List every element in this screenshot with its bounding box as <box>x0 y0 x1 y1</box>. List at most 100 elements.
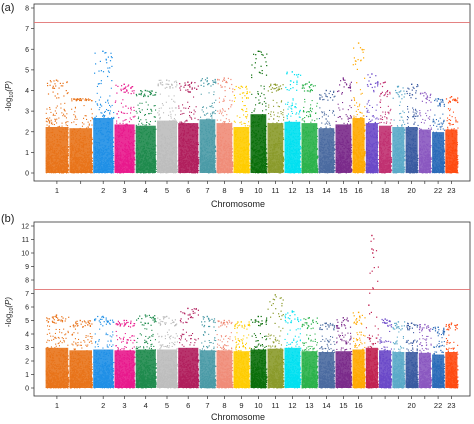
snp-point <box>132 86 133 87</box>
snp-point <box>185 108 186 109</box>
snp-point <box>46 121 47 122</box>
snp-point <box>147 109 148 110</box>
snp-point <box>113 166 114 167</box>
snp-point <box>49 107 50 108</box>
snp-point <box>101 83 102 84</box>
snp-point <box>133 107 134 108</box>
snp-point <box>194 118 195 119</box>
snp-point <box>215 113 216 114</box>
snp-point <box>185 90 186 91</box>
snp-point <box>178 108 179 109</box>
snp-point <box>120 123 121 124</box>
snp-point <box>108 103 109 104</box>
snp-point <box>109 113 110 114</box>
snp-point <box>120 89 121 90</box>
snp-point <box>97 105 98 106</box>
snp-point <box>62 85 63 86</box>
snp-point <box>116 93 117 94</box>
snp-point <box>66 90 67 91</box>
snp-point <box>170 111 171 112</box>
snp-point <box>67 93 68 94</box>
snp-dense-band <box>136 126 156 173</box>
snp-point <box>207 113 208 114</box>
snp-point <box>159 108 160 109</box>
snp-point <box>61 112 62 113</box>
snp-point <box>106 62 107 63</box>
snp-point <box>47 125 48 126</box>
snp-point <box>121 112 122 113</box>
snp-point <box>198 86 199 87</box>
snp-point <box>213 94 214 95</box>
snp-point <box>101 70 102 71</box>
snp-point <box>56 113 57 114</box>
snp-point <box>195 111 196 112</box>
snp-point <box>101 80 102 81</box>
snp-point <box>223 99 224 100</box>
snp-point <box>183 113 184 114</box>
snp-point <box>189 106 190 107</box>
snp-point <box>189 112 190 113</box>
snp-dense-band <box>93 118 113 173</box>
snp-point <box>211 115 212 116</box>
snp-point <box>150 121 151 122</box>
snp-point <box>174 102 175 103</box>
snp-point <box>49 126 50 127</box>
snp-point <box>228 108 229 109</box>
snp-point <box>73 114 74 115</box>
snp-point <box>211 118 212 119</box>
snp-point <box>148 104 149 105</box>
snp-point <box>130 112 131 113</box>
snp-point <box>142 124 143 125</box>
snp-point <box>88 122 89 123</box>
snp-point <box>133 90 134 91</box>
snp-point <box>127 86 128 87</box>
snp-point <box>96 116 97 117</box>
snp-point <box>142 103 143 104</box>
snp-point <box>223 101 224 102</box>
snp-point <box>48 93 49 94</box>
snp-point <box>138 117 139 118</box>
snp-point <box>130 118 131 119</box>
snp-point <box>123 113 124 114</box>
snp-point <box>53 86 54 87</box>
snp-point <box>56 107 57 108</box>
snp-point <box>220 111 221 112</box>
snp-point <box>141 123 142 124</box>
snp-point <box>184 85 185 86</box>
snp-point <box>136 95 137 96</box>
snp-point <box>215 100 216 101</box>
snp-point <box>142 91 143 92</box>
snp-point <box>52 87 53 88</box>
snp-point <box>171 99 172 100</box>
snp-point <box>185 120 186 121</box>
snp-point <box>49 123 50 124</box>
snp-point <box>54 119 55 120</box>
snp-point <box>117 86 118 87</box>
snp-point <box>220 120 221 121</box>
snp-point <box>55 121 56 122</box>
snp-point <box>126 89 127 90</box>
snp-point <box>159 118 160 119</box>
snp-point <box>219 113 220 114</box>
snp-point <box>99 83 100 84</box>
snp-point <box>201 94 202 95</box>
snp-point <box>53 115 54 116</box>
snp-point <box>124 88 125 89</box>
snp-point <box>91 100 92 101</box>
snp-point <box>116 121 117 122</box>
snp-point <box>54 115 55 116</box>
snp-point <box>113 117 114 118</box>
snp-point <box>109 67 110 68</box>
snp-point <box>139 103 140 104</box>
snp-point <box>176 82 177 83</box>
snp-point <box>104 52 105 53</box>
snp-point <box>97 103 98 104</box>
snp-point <box>180 114 181 115</box>
snp-point <box>229 100 230 101</box>
snp-point <box>48 120 49 121</box>
snp-point <box>103 114 104 115</box>
snp-point <box>99 107 100 108</box>
snp-point <box>112 105 113 106</box>
snp-point <box>174 81 175 82</box>
snp-peak-point <box>187 82 188 83</box>
